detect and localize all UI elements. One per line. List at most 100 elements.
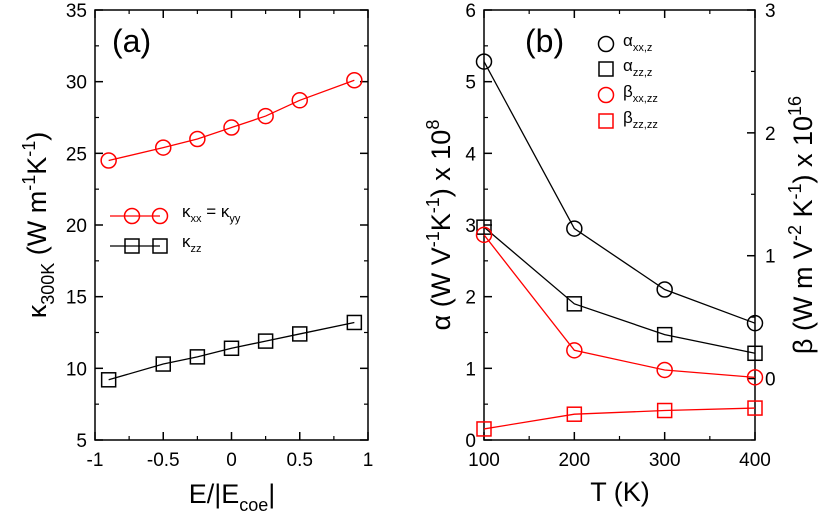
x-tick-label: -1: [87, 450, 104, 471]
legend-entry: κxx = κyy: [110, 202, 241, 225]
x-tick-label: 0: [226, 450, 237, 471]
legend-label: κzz: [182, 232, 202, 255]
data-point: [100, 152, 117, 169]
x-tick-label: 0.5: [287, 450, 313, 471]
data-point: [223, 119, 240, 136]
series-line: [483, 407, 756, 430]
x-tick-label: 200: [558, 450, 590, 471]
y2-tick-label: 3: [765, 1, 776, 22]
legend-label: βzz,zz: [623, 108, 658, 131]
series-kappa-zz: [100, 314, 363, 388]
panel-b-frame: [483, 9, 756, 441]
y-tick-label: 15: [66, 288, 87, 309]
y-tick-label: 3: [465, 216, 476, 237]
data-point: [155, 356, 171, 372]
data-point: [656, 402, 673, 419]
x-tick-label: 300: [649, 450, 681, 471]
data-point: [747, 345, 763, 362]
series-line: [483, 61, 756, 324]
data-point: [656, 361, 673, 379]
y-tick-label: 2: [465, 288, 476, 309]
data-point: [566, 296, 583, 312]
legend-entry: αxx,z: [597, 31, 652, 54]
data-point: [475, 226, 493, 244]
y-tick-label: 5: [76, 431, 87, 452]
data-point: [346, 71, 363, 89]
data-point: [566, 406, 583, 422]
y2-axis-label: β (W m V-2 K-1) x 1016: [785, 96, 818, 354]
data-point: [476, 219, 492, 235]
y-tick-label: 25: [66, 144, 87, 165]
data-point: [746, 369, 764, 386]
data-point: [656, 281, 673, 298]
x-axis-label: E/|Ecoe|: [189, 479, 276, 515]
series-alpha-xx-z: [475, 53, 764, 332]
y-tick-label: 1: [465, 359, 476, 380]
panel-label: (b): [525, 23, 564, 59]
x-axis-label: T (K): [590, 477, 650, 507]
data-point: [189, 349, 206, 365]
data-point: [475, 53, 493, 70]
legend-marker: [151, 207, 169, 225]
data-point: [566, 342, 583, 359]
series-line: [483, 226, 756, 354]
x-tick-label: -0.5: [147, 450, 180, 471]
data-point: [223, 340, 240, 357]
data-point: [291, 92, 308, 109]
legend-label: βxx,zz: [623, 82, 658, 105]
legend-label: αxx,z: [623, 31, 652, 54]
series-line: [483, 234, 756, 378]
y2-tick-label: 1: [765, 247, 776, 268]
x-tick-label: 400: [739, 450, 771, 471]
series-beta-zz-zz: [476, 400, 763, 437]
legend-marker: [124, 238, 140, 254]
data-point: [566, 220, 583, 237]
legend-marker: [598, 61, 614, 77]
legend-label: κxx = κyy: [182, 202, 241, 225]
y-tick-label: 5: [465, 73, 476, 94]
legend-entry: βzz,zz: [598, 108, 658, 131]
data-point: [747, 400, 763, 416]
y-axis-label: α (W V-1K-1) x 108: [423, 120, 456, 331]
y-tick-label: 20: [66, 216, 87, 237]
data-point: [292, 326, 308, 342]
legend-marker: [597, 35, 615, 53]
data-point: [257, 333, 274, 349]
y2-tick-label: 0: [765, 370, 776, 391]
data-point: [100, 372, 117, 388]
data-point: [656, 326, 673, 343]
series-line: [108, 79, 355, 162]
data-point: [476, 421, 492, 437]
x-tick-label: 100: [468, 450, 500, 471]
legend-marker: [123, 207, 141, 225]
series-kappa-xx: [100, 71, 363, 169]
legend-marker: [152, 238, 168, 254]
y-tick-label: 6: [465, 1, 476, 22]
data-point: [257, 107, 274, 125]
data-point: [746, 314, 764, 332]
y-tick-label: 30: [66, 73, 87, 94]
legend-entry: αzz,z: [598, 56, 652, 79]
series-line: [108, 321, 355, 381]
y-tick-label: 0: [465, 431, 476, 452]
panel-label: (a): [112, 23, 151, 59]
data-point: [155, 139, 172, 156]
data-point: [189, 130, 206, 148]
y-tick-label: 35: [66, 1, 87, 22]
legend-label: αzz,z: [623, 56, 652, 79]
series-alpha-zz-z: [476, 219, 763, 362]
y-axis-label: κ300K (W m-1K-1): [19, 132, 58, 319]
x-tick-label: 1: [363, 450, 374, 471]
legend-marker: [598, 113, 614, 129]
data-point: [346, 314, 363, 331]
y2-tick-label: 2: [765, 124, 776, 145]
series-beta-xx-zz: [475, 226, 764, 386]
legend-entry: κzz: [110, 232, 202, 255]
legend-entry: βxx,zz: [597, 82, 658, 105]
y-tick-label: 4: [465, 144, 476, 165]
y-tick-label: 10: [66, 359, 87, 380]
legend-marker: [597, 86, 615, 104]
